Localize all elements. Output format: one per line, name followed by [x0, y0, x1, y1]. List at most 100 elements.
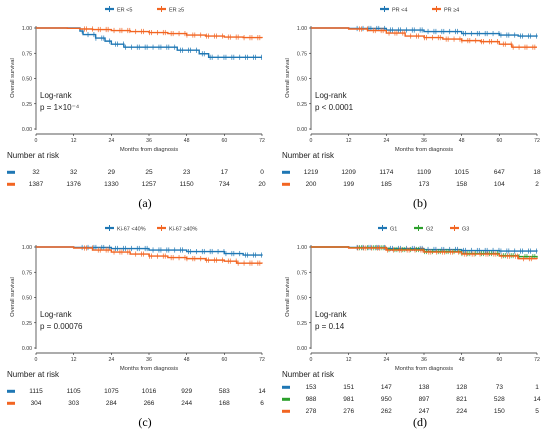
- logrank-label: Log-rank: [315, 310, 348, 319]
- x-tick-label-0: 0: [35, 357, 38, 363]
- x-tick-label-1: 12: [71, 138, 77, 144]
- risk-count: 304: [31, 400, 42, 407]
- x-tick-label-3: 36: [421, 357, 427, 363]
- y-axis-title: Overall survival: [10, 58, 16, 98]
- p-value-label: p < 0.0001: [315, 103, 354, 112]
- risk-count: 199: [343, 181, 354, 188]
- risk-count: 1105: [67, 388, 81, 395]
- km-curve-0: [311, 27, 538, 37]
- legend-label-0: ER <5: [117, 8, 132, 14]
- censor-marks-0: [81, 28, 262, 60]
- risk-row-swatch-1: [282, 397, 290, 401]
- x-tick-label-4: 48: [184, 138, 190, 144]
- y-tick-label-1: 0.25: [22, 321, 32, 327]
- censor-marks-1: [359, 26, 536, 50]
- x-tick-label-6: 72: [534, 138, 540, 144]
- risk-count: 18: [533, 169, 541, 176]
- x-tick-label-6: 72: [259, 138, 265, 144]
- y-tick-label-4: 1.00: [22, 26, 32, 32]
- x-tick-label-3: 36: [421, 138, 427, 144]
- risk-row-swatch-1: [7, 401, 15, 405]
- risk-count: 138: [419, 384, 430, 391]
- x-tick-label-5: 60: [496, 138, 502, 144]
- risk-count: 23: [183, 169, 191, 176]
- y-tick-label-4: 1.00: [22, 245, 32, 251]
- panel-3: G1 G2 G30.000.250.500.751.000 12 24 36 48 60 72M…: [282, 225, 541, 429]
- risk-count: 150: [494, 408, 505, 415]
- logrank-label: Log-rank: [40, 310, 73, 319]
- risk-table-title: Number at risk: [7, 151, 60, 160]
- risk-count: 1115: [29, 388, 43, 395]
- risk-table-title: Number at risk: [7, 370, 60, 379]
- risk-count: 32: [32, 169, 40, 176]
- panel-letter: (b): [413, 196, 427, 210]
- y-tick-label-0: 0.00: [297, 127, 307, 133]
- panel-2: Ki-67 <40% Ki-67 ≥40% 0.00 0.25 0.50 0.75 1.00…: [7, 225, 266, 429]
- y-tick-label-1: 0.25: [297, 102, 307, 108]
- y-tick-label-4: 1.00: [297, 26, 307, 32]
- risk-count: 284: [106, 400, 117, 407]
- risk-count: 20: [258, 181, 266, 188]
- risk-count: 734: [219, 181, 230, 188]
- risk-count: 200: [306, 181, 317, 188]
- risk-count: 528: [494, 396, 505, 403]
- legend-label-1: PR ≥4: [444, 8, 459, 14]
- x-tick-label-1: 12: [346, 357, 352, 363]
- risk-table-title: Number at risk: [282, 370, 335, 379]
- risk-count: 153: [306, 384, 317, 391]
- risk-count: 266: [144, 400, 155, 407]
- risk-count: 5: [535, 408, 539, 415]
- y-axis-title: Overall survival: [10, 277, 16, 317]
- logrank-label: Log-rank: [40, 91, 73, 100]
- legend-label-0: Ki-67 <40%: [117, 227, 146, 233]
- logrank-label: Log-rank: [315, 91, 348, 100]
- risk-count: 262: [381, 408, 392, 415]
- legend-label-1: ER ≥5: [169, 8, 184, 14]
- x-tick-label-4: 48: [459, 138, 465, 144]
- p-value-label: p = 1×10⁻⁴: [40, 103, 80, 112]
- censor-marks-0: [81, 244, 262, 258]
- risk-count: 1257: [142, 181, 157, 188]
- risk-count: 647: [494, 169, 505, 176]
- x-tick-label-6: 72: [534, 357, 540, 363]
- x-axis-title: Months from diagnosis: [120, 366, 178, 372]
- risk-count: 247: [419, 408, 430, 415]
- risk-count: 981: [343, 396, 354, 403]
- x-tick-label-2: 24: [108, 357, 114, 363]
- risk-count: 821: [456, 396, 467, 403]
- x-tick-label-3: 36: [146, 357, 152, 363]
- y-tick-label-4: 1.00: [297, 245, 307, 251]
- y-tick-label-2: 0.50: [297, 296, 307, 302]
- risk-count: 897: [419, 396, 430, 403]
- panel-letter: (d): [413, 415, 427, 429]
- p-value-label: p = 0.00076: [40, 322, 83, 331]
- km-curve-0: [36, 27, 262, 58]
- censor-marks-2: [357, 245, 532, 262]
- censor-marks-1: [84, 26, 261, 41]
- x-tick-label-1: 12: [346, 138, 352, 144]
- risk-count: 276: [343, 408, 354, 415]
- legend-label-0: G1: [390, 227, 397, 233]
- y-tick-label-2: 0.50: [22, 77, 32, 83]
- y-tick-label-3: 0.75: [22, 270, 32, 276]
- risk-count: 303: [68, 400, 79, 407]
- risk-count: 151: [343, 384, 354, 391]
- risk-count: 0: [260, 169, 264, 176]
- x-tick-label-6: 72: [259, 357, 265, 363]
- risk-count: 173: [419, 181, 430, 188]
- risk-count: 1075: [104, 388, 119, 395]
- risk-count: 1330: [104, 181, 119, 188]
- risk-count: 14: [258, 388, 266, 395]
- risk-count: 950: [381, 396, 392, 403]
- x-tick-label-4: 48: [459, 357, 465, 363]
- y-tick-label-2: 0.50: [297, 77, 307, 83]
- x-tick-label-5: 60: [221, 357, 227, 363]
- panel-0: ER <5 ER ≥5 0.00 0.25 0.50 0.75 1.00 0 12 24 36 48 6…: [7, 6, 266, 210]
- x-tick-label-1: 12: [71, 357, 77, 363]
- risk-count: 17: [221, 169, 229, 176]
- risk-count: 1174: [379, 169, 393, 176]
- y-tick-label-2: 0.50: [22, 296, 32, 302]
- y-axis-title: Overall survival: [285, 277, 291, 317]
- x-tick-label-5: 60: [221, 138, 227, 144]
- risk-count: 1387: [29, 181, 44, 188]
